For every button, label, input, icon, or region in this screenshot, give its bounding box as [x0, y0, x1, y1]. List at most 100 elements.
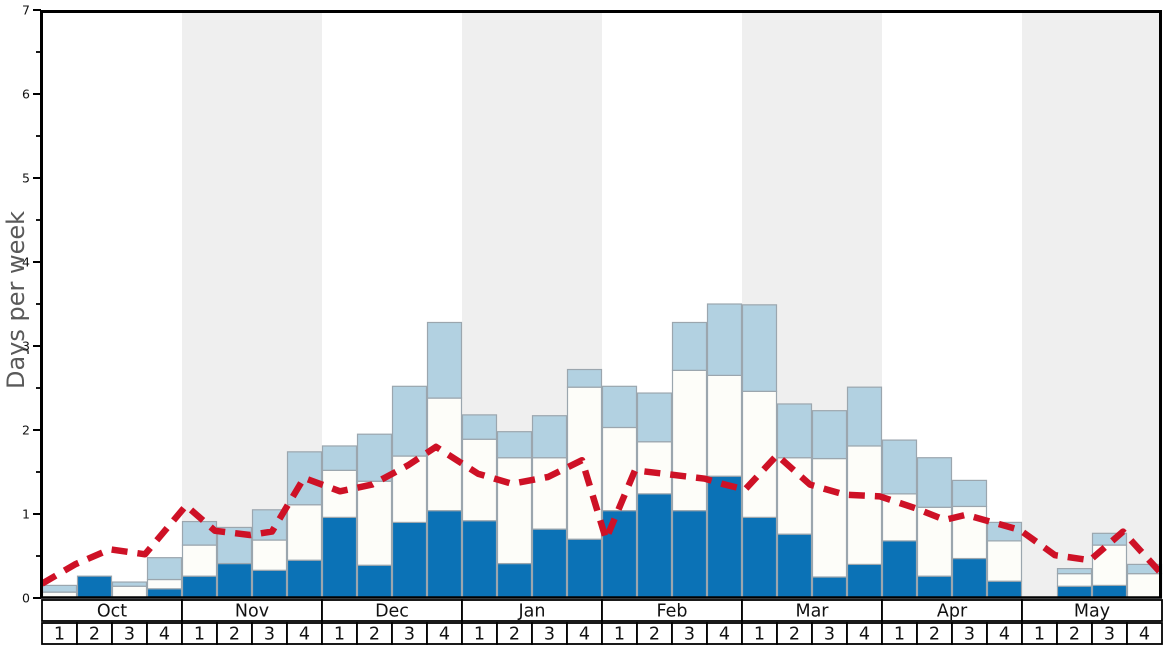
- bar-segment-white-days: [986, 540, 1023, 582]
- bar-segment-dark-blue-days: [216, 562, 253, 599]
- y-tick-label: 5: [22, 171, 30, 186]
- month-band-oct: [42, 10, 182, 598]
- month-label: Jan: [518, 602, 546, 622]
- bar-segment-light-blue-days: [1056, 567, 1093, 575]
- bar-apr-w1: [881, 439, 918, 599]
- bar-segment-white-days: [1056, 573, 1093, 587]
- week-label: 1: [194, 625, 205, 645]
- bar-segment-dark-blue-days: [391, 521, 428, 599]
- month-label: Nov: [235, 602, 269, 622]
- week-label: 3: [124, 625, 135, 645]
- bar-segment-white-days: [706, 374, 743, 477]
- bar-segment-white-days: [111, 585, 148, 599]
- bar-segment-white-days: [671, 369, 708, 512]
- bar-segment-light-blue-days: [426, 321, 463, 399]
- bar-segment-light-blue-days: [671, 321, 708, 371]
- bar-segment-white-days: [811, 457, 848, 578]
- bar-segment-light-blue-days: [531, 415, 568, 459]
- bar-segment-light-blue-days: [566, 368, 603, 388]
- week-label: 1: [614, 625, 625, 645]
- week-label: 4: [299, 625, 310, 645]
- y-tick-label: 4: [22, 255, 30, 270]
- bar-segment-light-blue-days: [146, 557, 183, 581]
- month-label: Dec: [375, 602, 409, 622]
- bar-segment-dark-blue-days: [776, 533, 813, 599]
- bar-feb-w3: [671, 321, 708, 599]
- week-label: 4: [1139, 625, 1150, 645]
- week-label: 4: [719, 625, 730, 645]
- week-cell: [1126, 622, 1163, 645]
- week-label: 2: [369, 625, 380, 645]
- bar-segment-dark-blue-days: [566, 538, 603, 599]
- bar-segment-dark-blue-days: [811, 576, 848, 599]
- month-label: May: [1074, 602, 1110, 622]
- week-label: 2: [929, 625, 940, 645]
- y-tick-label: 7: [22, 3, 30, 18]
- bar-apr-w3: [951, 479, 988, 599]
- bar-segment-light-blue-days: [181, 520, 218, 546]
- bar-segment-white-days: [251, 539, 288, 571]
- bar-jan-w1: [461, 414, 498, 599]
- bar-segment-light-blue-days: [706, 303, 743, 377]
- week-label: 3: [264, 625, 275, 645]
- bar-segment-white-days: [426, 397, 463, 512]
- bar-mar-w3: [811, 410, 848, 599]
- bar-nov-w2: [216, 526, 253, 599]
- week-label: 3: [824, 625, 835, 645]
- y-tick-label: 1: [22, 507, 30, 522]
- bar-segment-light-blue-days: [41, 584, 78, 593]
- bar-segment-light-blue-days: [461, 414, 498, 440]
- week-label: 3: [404, 625, 415, 645]
- month-label: Feb: [657, 602, 688, 622]
- month-band-may: [1022, 10, 1162, 598]
- month-label: Oct: [97, 602, 127, 622]
- bar-segment-dark-blue-days: [1056, 585, 1093, 599]
- bar-feb-w2: [636, 392, 673, 599]
- bar-segment-light-blue-days: [951, 479, 988, 508]
- bar-segment-dark-blue-days: [1091, 584, 1128, 599]
- bar-mar-w1: [741, 304, 778, 599]
- bar-segment-light-blue-days: [846, 386, 883, 447]
- bar-mar-w4: [846, 386, 883, 599]
- week-label: 1: [894, 625, 905, 645]
- week-label: 4: [999, 625, 1010, 645]
- bar-segment-light-blue-days: [321, 445, 358, 471]
- week-label: 3: [544, 625, 555, 645]
- bar-segment-dark-blue-days: [741, 516, 778, 599]
- bar-segment-light-blue-days: [111, 581, 148, 587]
- bar-jan-w3: [531, 415, 568, 599]
- bar-segment-white-days: [636, 441, 673, 495]
- bar-segment-light-blue-days: [811, 410, 848, 460]
- week-label: 3: [684, 625, 695, 645]
- bar-oct-w1: [41, 584, 78, 599]
- bar-may-w2: [1056, 567, 1093, 599]
- bar-segment-white-days: [286, 504, 323, 561]
- bar-segment-dark-blue-days: [181, 575, 218, 599]
- week-label: 1: [1034, 625, 1045, 645]
- bar-segment-dark-blue-days: [671, 510, 708, 599]
- week-label: 2: [1069, 625, 1080, 645]
- bar-feb-w4: [706, 303, 743, 599]
- bar-segment-dark-blue-days: [986, 580, 1023, 599]
- bar-segment-light-blue-days: [356, 433, 393, 482]
- bar-segment-dark-blue-days: [881, 540, 918, 599]
- week-label: 3: [964, 625, 975, 645]
- bar-segment-dark-blue-days: [531, 528, 568, 599]
- bar-segment-light-blue-days: [1091, 532, 1128, 546]
- bar-segment-white-days: [181, 544, 218, 577]
- bar-segment-dark-blue-days: [321, 516, 358, 599]
- bar-segment-dark-blue-days: [356, 564, 393, 599]
- bar-segment-white-days: [846, 445, 883, 565]
- bar-segment-white-days: [531, 457, 568, 530]
- bar-segment-light-blue-days: [741, 304, 778, 392]
- bar-segment-dark-blue-days: [916, 575, 953, 599]
- bar-segment-dark-blue-days: [426, 510, 463, 599]
- bar-apr-w4: [986, 521, 1023, 599]
- bar-segment-light-blue-days: [881, 439, 918, 495]
- bar-segment-light-blue-days: [286, 451, 323, 506]
- bar-dec-w1: [321, 445, 358, 599]
- bar-nov-w1: [181, 520, 218, 599]
- bar-segment-dark-blue-days: [636, 493, 673, 599]
- bar-segment-white-days: [461, 438, 498, 522]
